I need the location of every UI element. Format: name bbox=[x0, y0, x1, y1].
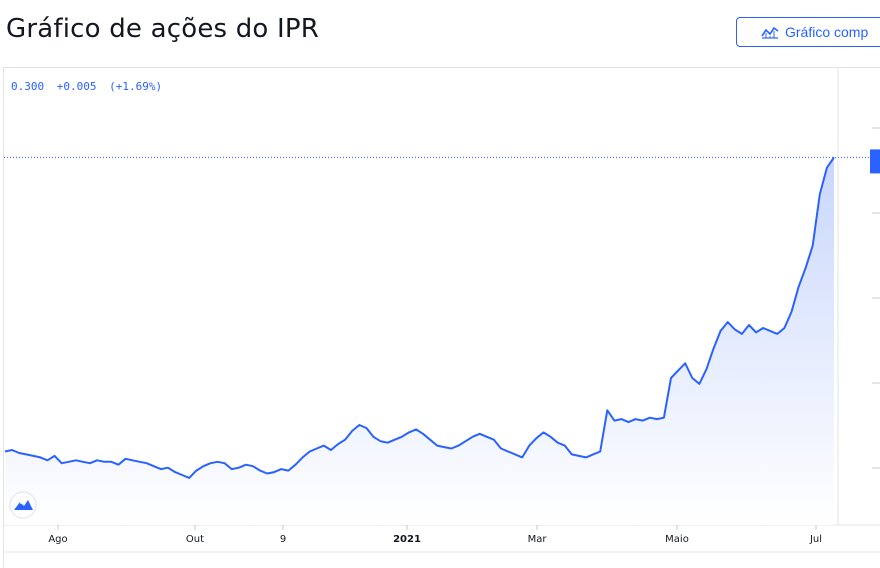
price-line bbox=[4, 156, 835, 479]
x-tick-label: Ago bbox=[48, 534, 67, 545]
x-tick-label: Maio bbox=[665, 534, 689, 545]
x-tick-label: 2021 bbox=[393, 534, 421, 545]
legend-change: +0.005 bbox=[57, 80, 97, 93]
tradingview-logo-icon[interactable] bbox=[9, 491, 37, 519]
legend-price: 0.300 bbox=[11, 80, 44, 93]
chart-frame[interactable] bbox=[3, 67, 880, 568]
price-scale-ticks bbox=[872, 127, 880, 469]
x-tick-label: Mar bbox=[528, 534, 548, 545]
full-chart-button-label: Gráfico comp bbox=[785, 24, 869, 40]
legend: 0.300 +0.005 (+1.69%) bbox=[11, 80, 162, 93]
time-axis: Ago Out 9 2021 Mar Maio Jul bbox=[48, 525, 822, 545]
page-title: Gráfico de ações do IPR bbox=[6, 14, 320, 44]
x-tick-label: 9 bbox=[280, 534, 286, 545]
x-tick-label: Jul bbox=[809, 534, 822, 545]
line-series bbox=[4, 156, 835, 479]
x-tick-label: Out bbox=[186, 534, 204, 545]
last-price-marker bbox=[870, 149, 880, 174]
chart-icon bbox=[761, 26, 779, 39]
legend-change-pct: (+1.69%) bbox=[109, 80, 162, 93]
area-fill bbox=[5, 157, 834, 525]
area-series bbox=[5, 157, 834, 525]
full-chart-button[interactable]: Gráfico comp bbox=[736, 17, 880, 47]
